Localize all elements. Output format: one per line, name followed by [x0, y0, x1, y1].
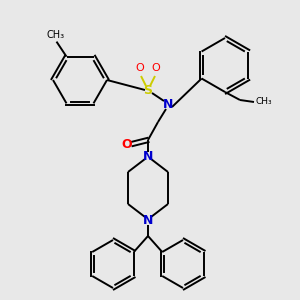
Text: O: O — [136, 63, 144, 73]
Text: N: N — [143, 214, 153, 226]
Text: CH₃: CH₃ — [255, 98, 272, 106]
Text: CH₃: CH₃ — [46, 30, 64, 40]
Text: O: O — [152, 63, 160, 73]
Text: O: O — [122, 137, 132, 151]
Text: N: N — [143, 149, 153, 163]
Text: S: S — [143, 83, 152, 97]
Text: N: N — [163, 98, 173, 110]
